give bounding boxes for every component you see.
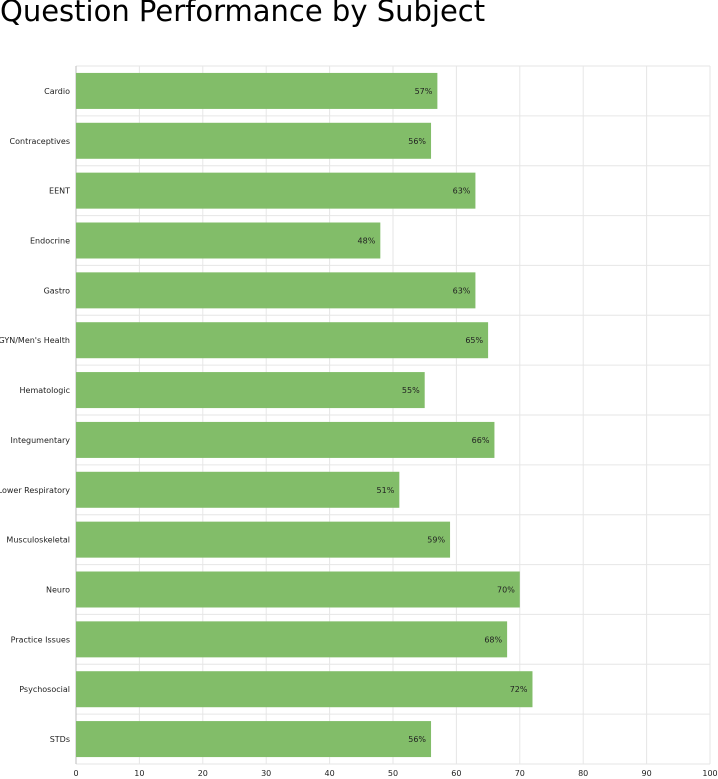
bar <box>76 222 381 259</box>
x-tick-label: 70 <box>515 769 525 778</box>
category-label: Musculoskeletal <box>6 536 70 545</box>
data-label: 59% <box>427 536 445 545</box>
bar <box>76 521 451 558</box>
category-label: Contraceptives <box>10 137 70 146</box>
x-axis-tick-labels: 0 10 20 30 40 50 60 70 80 90 100 <box>73 769 717 778</box>
category-label: Gastro <box>44 286 71 295</box>
data-label: 56% <box>408 735 426 744</box>
category-label: Hematologic <box>20 386 70 395</box>
x-tick-label: 90 <box>642 769 652 778</box>
bar <box>76 571 520 608</box>
x-tick-label: 40 <box>325 769 335 778</box>
bar <box>76 621 508 658</box>
bar <box>76 471 400 508</box>
bar <box>76 272 476 309</box>
bar <box>76 72 438 109</box>
x-tick-label: 50 <box>388 769 398 778</box>
bar <box>76 671 533 708</box>
bar <box>76 721 432 758</box>
x-tick-label: 20 <box>198 769 208 778</box>
x-tick-label: 10 <box>134 769 144 778</box>
data-label: 48% <box>358 237 376 246</box>
category-label: GYN/Men's Health <box>0 336 70 345</box>
bars: 57% 56% 63% 48% 63% 65% 55% 66% 51% 59% 70% 68% 72% 5… <box>76 72 533 758</box>
data-label: 51% <box>377 486 395 495</box>
data-label: 57% <box>415 87 433 96</box>
x-tick-label: 60 <box>451 769 461 778</box>
data-label: 65% <box>465 336 483 345</box>
data-label: 63% <box>453 187 471 196</box>
bar <box>76 421 495 458</box>
category-label: Endocrine <box>30 237 70 246</box>
data-label: 55% <box>402 386 420 395</box>
chart-title: Question Performance by Subject <box>0 0 486 28</box>
category-label: Cardio <box>44 87 70 96</box>
x-tick-label: 0 <box>73 769 78 778</box>
bar <box>76 172 476 209</box>
category-label: Psychosocial <box>19 685 70 694</box>
data-label: 56% <box>408 137 426 146</box>
bar <box>76 122 432 159</box>
category-label: Practice Issues <box>11 635 70 644</box>
x-tick-label: 100 <box>702 769 717 778</box>
bar <box>76 322 489 359</box>
x-tick-label: 80 <box>578 769 588 778</box>
x-tick-label: 30 <box>261 769 271 778</box>
category-label: Lower Respiratory <box>0 486 70 495</box>
data-label: 70% <box>497 586 515 595</box>
data-label: 68% <box>484 635 502 644</box>
category-label: EENT <box>49 187 70 196</box>
gridlines <box>75 65 711 765</box>
bar <box>76 372 425 409</box>
data-label: 63% <box>453 286 471 295</box>
category-label: Neuro <box>46 586 70 595</box>
category-label: STDs <box>50 735 70 744</box>
category-label: Integumentary <box>11 436 71 445</box>
category-labels: Cardio Contraceptives EENT Endocrine Gastro G… <box>0 87 70 744</box>
data-label: 72% <box>510 685 528 694</box>
data-label: 66% <box>472 436 490 445</box>
